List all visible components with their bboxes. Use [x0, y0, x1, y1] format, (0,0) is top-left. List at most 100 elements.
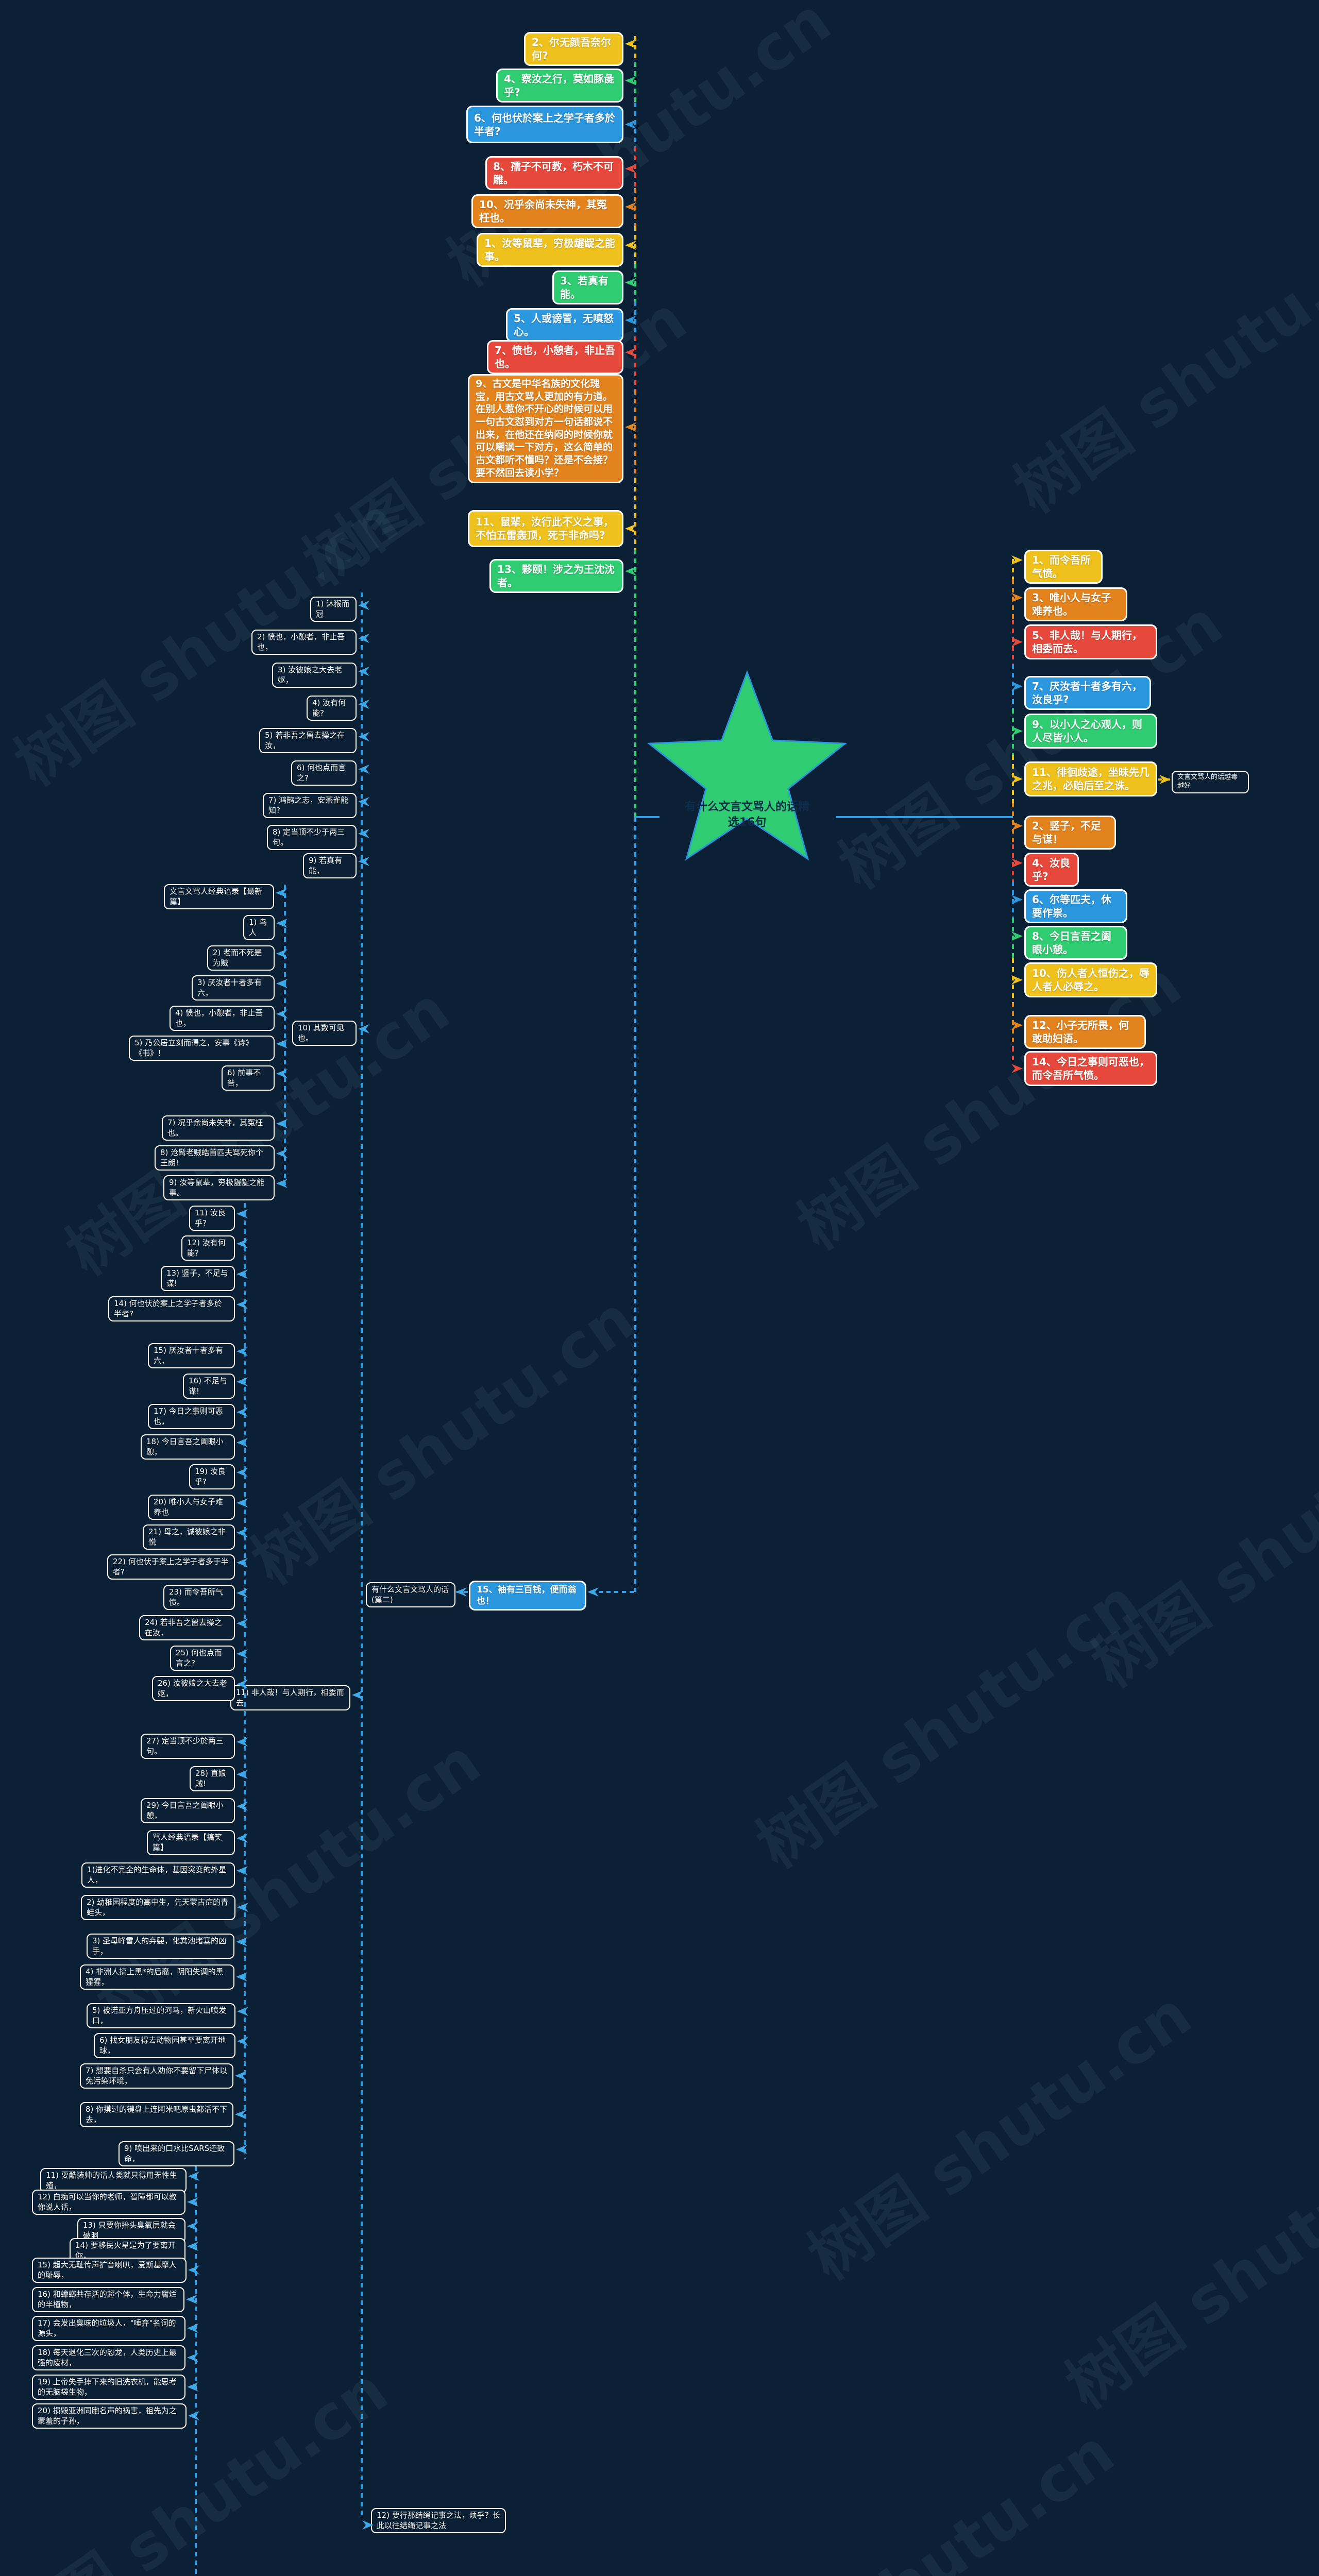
- mindmap-node[interactable]: 3) 圣母峰雪人的弃婴，化粪池堵塞的凶手，: [87, 1934, 234, 1959]
- mindmap-node[interactable]: 2) 老而不死是为贼: [207, 945, 275, 971]
- mindmap-node[interactable]: 25) 何也点而言之?: [170, 1646, 235, 1671]
- mindmap-node[interactable]: 11) 汝良乎?: [189, 1206, 235, 1231]
- mindmap-node[interactable]: 6) 前事不咎，: [222, 1065, 275, 1091]
- node-pian2-topic[interactable]: 有什么文言文骂人的话(篇二): [366, 1582, 455, 1607]
- mindmap-node[interactable]: 10) 其数可见也。: [292, 1021, 357, 1046]
- mindmap-node[interactable]: 16) 和蟑螂共存活的超个体，生命力腐烂的半植物，: [32, 2287, 184, 2312]
- mindmap-node[interactable]: 9) 汝等鼠辈，穷极龌龊之能事。: [163, 1175, 275, 1200]
- connector-line: [599, 1591, 635, 1593]
- mindmap-node[interactable]: 23) 而令吾所气愤。: [163, 1585, 235, 1610]
- mindmap-node[interactable]: 14) 何也伏於案上之学子者多於半者?: [108, 1296, 235, 1321]
- mindmap-node[interactable]: 5) 被诺亚方舟压过的河马，新火山喷发口，: [87, 2003, 235, 2028]
- connector-arrow-icon: [236, 1498, 248, 1507]
- mindmap-node[interactable]: 6、尔等匹夫，休要作祟。: [1024, 889, 1127, 923]
- mindmap-node[interactable]: 7) 况乎余尚未失神，其冤枉也。: [162, 1115, 275, 1141]
- mindmap-node[interactable]: 5、人或谤詈，无嗔怒心。: [506, 308, 623, 342]
- mindmap-node[interactable]: 22) 何也伏于案上之学子者多于半者?: [107, 1554, 235, 1580]
- mindmap-node[interactable]: 2、尔无颜吾奈尔何?: [524, 32, 623, 66]
- mindmap-node[interactable]: 19) 汝良乎?: [189, 1464, 235, 1489]
- node-item15-blue[interactable]: 15、袖有三百钱，便而翁也！: [469, 1581, 586, 1611]
- mindmap-node[interactable]: 2、竖子，不足与谋！: [1024, 816, 1116, 850]
- mindmap-node[interactable]: 20) 损毁亚洲同胞名声的祸害，祖先为之蒙羞的子孙，: [32, 2403, 187, 2429]
- mindmap-node[interactable]: 4) 汝有何能?: [307, 696, 357, 721]
- mindmap-node[interactable]: 7) 鸿鹄之志，安燕雀能知?: [263, 793, 357, 818]
- mindmap-node[interactable]: 9) 若真有能，: [303, 853, 357, 878]
- mindmap-node[interactable]: 13) 竖子，不足与谋!: [161, 1266, 235, 1291]
- connector-arrow-icon: [236, 1737, 248, 1747]
- mindmap-node[interactable]: 8) 定当顶不少于两三句。: [267, 825, 357, 850]
- mindmap-node[interactable]: 1) 沐猴而冠: [310, 597, 357, 622]
- mindmap-node[interactable]: 26) 汝彼娘之大去老妪，: [152, 1676, 235, 1701]
- node-yuedu[interactable]: 文言文骂人的话越毒越好: [1172, 771, 1249, 793]
- mindmap-node[interactable]: 10、伤人者人恒伤之，辱人者人必辱之。: [1024, 962, 1157, 997]
- mindmap-node[interactable]: 29) 今日言吾之阖眼小憩，: [141, 1798, 235, 1823]
- mindmap-node[interactable]: 5、非人哉！与人期行，相委而去。: [1024, 624, 1157, 659]
- connector-arrow-icon: [237, 1903, 248, 1912]
- mindmap-node[interactable]: 3、唯小人与女子难养也。: [1024, 587, 1127, 621]
- mindmap-node[interactable]: 7) 想要自杀只会有人劝你不要留下尸体以免污染环境，: [80, 2063, 233, 2089]
- mindmap-node[interactable]: 7、愤也，小憩者，非止吾也。: [487, 340, 623, 374]
- mindmap-node[interactable]: 2) 愤也，小憩者，非止吾也，: [251, 630, 357, 655]
- mindmap-node[interactable]: 9、以小人之心观人，则人尽皆小人。: [1024, 714, 1157, 749]
- mindmap-node[interactable]: 7、厌汝者十者多有六，汝良乎?: [1024, 676, 1151, 710]
- mindmap-node[interactable]: 20) 唯小人与女子难养也: [148, 1495, 235, 1520]
- central-topic-title[interactable]: 有什么文言文骂人的话精选16句: [684, 801, 809, 829]
- mindmap-node[interactable]: 27) 定当顶不少於两三句。: [141, 1734, 235, 1759]
- mindmap-node[interactable]: 1、汝等鼠辈，穷极龌龊之能事。: [477, 233, 623, 267]
- mindmap-node[interactable]: 1) 鸟人: [243, 915, 275, 940]
- mindmap-node[interactable]: 12) 要行那结绳记事之法，烦乎？长此以往结绳记事之法: [371, 2508, 506, 2533]
- mindmap-node[interactable]: 1)进化不完全的生命体，基因突变的外星人，: [81, 1862, 235, 1888]
- connector-arrow-icon: [236, 1834, 248, 1843]
- mindmap-node[interactable]: 12) 汝有何能?: [181, 1235, 235, 1261]
- mindmap-node[interactable]: 8、孺子不可教，朽木不可雕。: [485, 156, 623, 190]
- mindmap-node[interactable]: 2) 幼稚园程度的高中生，先天蒙古症的青蛙头，: [81, 1895, 235, 1920]
- mindmap-node[interactable]: 9) 喷出来的口水比SARS还致命，: [119, 2141, 234, 2166]
- mindmap-node[interactable]: 28) 直娘贼!: [190, 1766, 235, 1791]
- mindmap-node[interactable]: 13、夥颐！涉之为王沈沈者。: [489, 559, 623, 593]
- mindmap-node[interactable]: 12) 白痴可以当你的老师，智障都可以教你说人话，: [32, 2190, 185, 2215]
- mindmap-node[interactable]: 17) 今日之事则可恶也，: [148, 1404, 235, 1429]
- mindmap-node[interactable]: 8) 你摸过的键盘上连阿米吧原虫都活不下去，: [80, 2102, 233, 2127]
- mindmap-node[interactable]: 5) 乃公居立刻而得之，安事《诗》《书》！: [129, 1036, 275, 1061]
- mindmap-node[interactable]: 10、况乎余尚未失神，其冤枉也。: [471, 194, 623, 228]
- connector-line: [634, 188, 636, 226]
- mindmap-node[interactable]: 5) 若非吾之留去操之在汝，: [259, 728, 357, 753]
- mindmap-node[interactable]: 14、今日之事则可恶也，而令吾所气愤。: [1024, 1051, 1157, 1086]
- mindmap-node[interactable]: 6、何也伏於案上之学子者多於半者?: [466, 106, 623, 143]
- watermark: 树图 shutu.cn: [1002, 211, 1319, 527]
- mindmap-node[interactable]: 6) 何也点而言之?: [291, 760, 357, 786]
- mindmap-node[interactable]: 18) 每天退化三次的恐龙，人类历史上最强的废材，: [32, 2345, 185, 2370]
- mindmap-node[interactable]: 9、古文是中华名族的文化瑰宝，用古文骂人更加的有力道。在别人惹你不开心的时候可以…: [468, 374, 623, 483]
- mindmap-node[interactable]: 17) 会发出臭味的垃圾人，"唾弃"名词的源头，: [32, 2316, 185, 2341]
- mindmap-node[interactable]: 18) 今日言吾之阖眼小憩，: [141, 1434, 235, 1460]
- mindmap-node[interactable]: 1、而令吾所气愤。: [1024, 550, 1103, 584]
- mindmap-node[interactable]: 4、察汝之行，莫如豚彘乎?: [496, 69, 623, 103]
- mindmap-node[interactable]: 8) 沧髯老贼皓首匹夫骂死你个王朗!: [155, 1145, 275, 1171]
- mindmap-node[interactable]: 6) 找女朋友得去动物园甚至要离开地球，: [94, 2033, 235, 2058]
- mindmap-node[interactable]: 4) 愤也，小憩者，非止吾也，: [170, 1006, 275, 1031]
- mindmap-node[interactable]: 11、徘徊歧途，坐昧先几之兆，必贻后至之诛。: [1024, 761, 1157, 796]
- mindmap-node[interactable]: 19) 上帝失手摔下来的旧洗衣机，能思考的无脑袋生物，: [32, 2375, 185, 2400]
- mindmap-node[interactable]: 3、若真有能。: [552, 270, 623, 304]
- branch-header-node[interactable]: 骂人经典语录【搞笑篇】: [147, 1830, 235, 1855]
- connector-line: [634, 146, 636, 188]
- mindmap-node[interactable]: 15) 厌汝者十者多有六，: [148, 1343, 235, 1368]
- mindmap-node[interactable]: 11) 耍酷装帅的话人类就只得用无性生殖，: [40, 2168, 187, 2193]
- mindmap-node[interactable]: 8、今日言吾之阖眼小憩。: [1024, 926, 1127, 960]
- mindmap-node[interactable]: 4) 非洲人搞上黑*的后裔，阴阳失调的黑猩猩，: [80, 1964, 234, 1990]
- mindmap-node[interactable]: 4、汝良乎?: [1024, 853, 1079, 887]
- connector-line: [634, 301, 636, 336]
- mindmap-node[interactable]: 11) 非人哉！与人期行，相委而去: [230, 1685, 350, 1710]
- central-star-shape[interactable]: [644, 670, 850, 866]
- mindmap-node[interactable]: 16) 不足与谋!: [183, 1374, 235, 1399]
- mindmap-node[interactable]: 24) 若非吾之留去操之在汝，: [139, 1615, 235, 1640]
- mindmap-node[interactable]: 21) 母之，诚彼娘之非悦: [143, 1524, 235, 1550]
- mindmap-node[interactable]: 11、鼠辈，汝行此不义之事，不怕五雷轰顶，死于非命吗?: [468, 510, 623, 547]
- branch-header-node[interactable]: 文言文骂人经典语录【最新篇】: [164, 884, 274, 909]
- mindmap-node[interactable]: 15) 超大无耻传声扩音喇叭，爱斯基摩人的耻辱，: [32, 2258, 187, 2283]
- mindmap-node[interactable]: 3) 厌汝者十者多有六，: [192, 975, 275, 1001]
- connector-line: [1012, 579, 1014, 620]
- mindmap-node[interactable]: 3) 汝彼娘之大去老妪，: [272, 663, 357, 688]
- mindmap-node[interactable]: 12、小子无所畏，何敢助妇语。: [1024, 1015, 1146, 1049]
